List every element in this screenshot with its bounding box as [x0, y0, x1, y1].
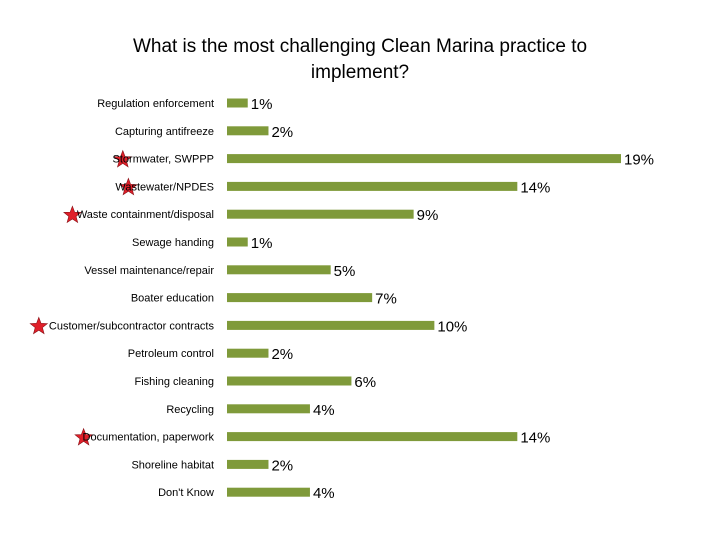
category-label: Documentation, paperwork — [83, 432, 215, 444]
value-label: 4% — [313, 402, 335, 419]
bar — [227, 320, 435, 330]
bars — [227, 98, 621, 497]
bar — [227, 376, 352, 386]
value-label: 1% — [251, 235, 273, 252]
bar — [227, 126, 269, 136]
category-label: Customer/subcontractor contracts — [49, 320, 215, 332]
bar — [227, 404, 310, 414]
bar — [227, 98, 248, 108]
category-label: Wastewater/NPDES — [115, 181, 214, 193]
category-label: Vessel maintenance/repair — [84, 265, 214, 277]
value-label: 4% — [313, 485, 335, 502]
category-label: Regulation enforcement — [97, 98, 214, 110]
category-label: Petroleum control — [128, 348, 214, 360]
category-label: Recycling — [166, 404, 214, 416]
category-label: Boater education — [131, 293, 214, 305]
category-label: Stormwater, SWPPP — [113, 154, 214, 166]
category-label: Don't Know — [158, 487, 214, 499]
value-label: 2% — [271, 346, 293, 363]
bar — [227, 237, 248, 247]
bar — [227, 487, 310, 497]
value-labels: 1% 2% 19% 14% 9% 1% 5% 7% 10% 2% 6% 4% 14% 2% 4% — [251, 96, 654, 502]
star-marker — [63, 205, 82, 224]
value-label: 14% — [520, 179, 550, 196]
category-label: Shoreline habitat — [131, 459, 214, 471]
value-label: 6% — [354, 374, 376, 391]
star-marker — [74, 427, 93, 446]
value-label: 19% — [624, 152, 654, 169]
chart-title: What is the most challenging Clean Marin… — [132, 36, 588, 83]
bar — [227, 181, 518, 191]
value-label: 14% — [520, 430, 550, 447]
star-marker — [29, 316, 49, 335]
bar — [227, 459, 269, 469]
category-label: Capturing antifreeze — [115, 126, 214, 138]
bar — [227, 154, 621, 164]
bar — [227, 432, 518, 442]
category-label: Fishing cleaning — [135, 376, 215, 388]
bar — [227, 293, 373, 303]
bar — [227, 265, 331, 275]
value-label: 7% — [375, 291, 397, 308]
star-marker — [113, 149, 133, 168]
value-label: 2% — [271, 457, 293, 474]
value-label: 10% — [437, 318, 467, 335]
star-marker — [119, 177, 138, 196]
bar — [227, 348, 269, 358]
category-label: Sewage handing — [132, 237, 214, 249]
bar — [227, 209, 414, 219]
value-label: 1% — [251, 96, 273, 113]
value-label: 2% — [271, 124, 293, 141]
category-labels: Regulation enforcement Capturing antifree… — [49, 98, 215, 499]
category-label: Waste containment/disposal — [77, 209, 214, 221]
value-label: 9% — [417, 207, 439, 224]
value-label: 5% — [334, 263, 356, 280]
star-markers — [29, 149, 138, 446]
